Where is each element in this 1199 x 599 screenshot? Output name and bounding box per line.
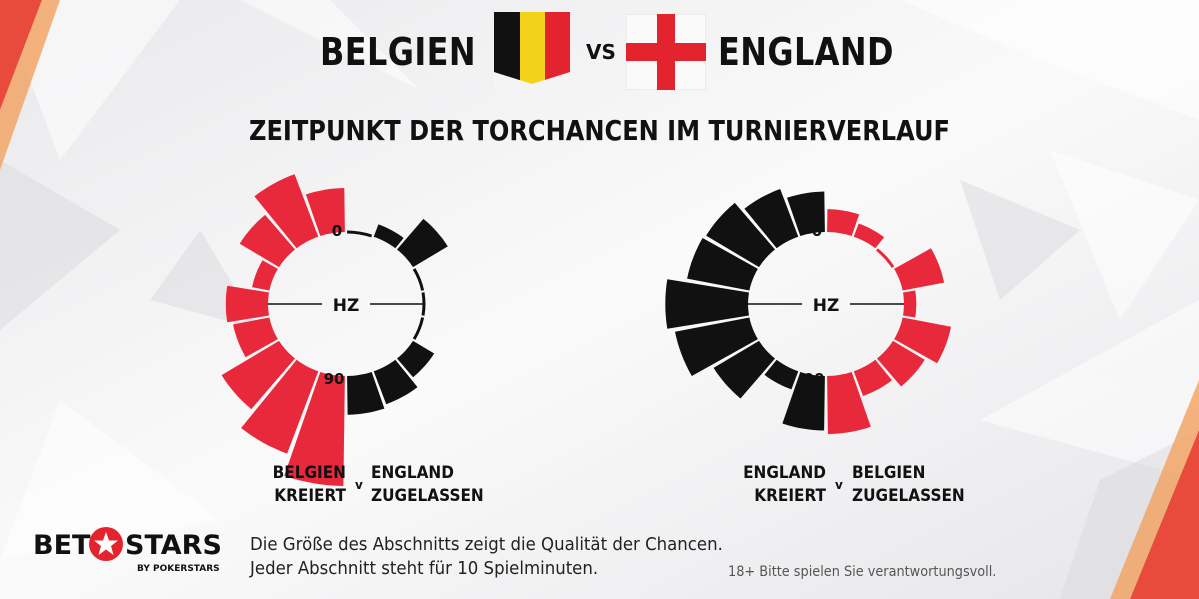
legend-right-line2: ZUGELASSEN xyxy=(852,486,965,506)
segment-right-6 xyxy=(397,340,435,378)
segment-left-8 xyxy=(284,372,345,486)
logo-stars-text: STARS xyxy=(125,530,222,561)
legend-left-line1: ENGLAND xyxy=(743,463,826,483)
responsible-gaming-disclaimer: 18+ Bitte spielen Sie verantwortungsvoll… xyxy=(728,564,997,580)
segment-empty-right-0 xyxy=(347,230,373,238)
segment-right-8 xyxy=(347,372,385,415)
segment-empty-right-4 xyxy=(421,292,426,316)
legend-left-chart2: ENGLAND KREIERT xyxy=(691,462,826,508)
segment-right-0 xyxy=(827,209,860,236)
england-flag-icon xyxy=(626,14,706,90)
segment-right-3 xyxy=(894,248,945,291)
legend-right-chart1: ENGLAND ZUGELASSEN xyxy=(371,462,484,508)
segment-right-4 xyxy=(903,290,917,318)
end-label: 90 xyxy=(804,370,825,388)
segment-right-8 xyxy=(827,372,871,435)
start-label: 0 xyxy=(332,222,342,240)
segment-empty-right-2 xyxy=(876,248,895,268)
segment-empty-right-5 xyxy=(412,317,425,340)
betstars-logo: BET STARS BY POKERSTARS xyxy=(33,527,233,580)
segment-left-1 xyxy=(254,174,319,249)
legend-v-chart2: v xyxy=(835,478,843,492)
segment-left-8 xyxy=(782,372,825,431)
segment-left-0 xyxy=(305,188,345,236)
legend-left-line1: BELGIEN xyxy=(272,463,346,483)
page-subtitle: ZEITPUNKT DER TORCHANCEN IM TURNIERVERLA… xyxy=(248,114,950,147)
segment-left-6 xyxy=(221,340,295,410)
segment-left-2 xyxy=(706,202,775,268)
segment-empty-right-3 xyxy=(412,268,425,291)
footnote: Die Größe des Abschnitts zeigt die Quali… xyxy=(250,533,723,581)
legend-right-line1: ENGLAND xyxy=(371,463,454,483)
start-label: 0 xyxy=(812,222,822,240)
radial-chart-belgium: HZ 0 90 xyxy=(221,174,448,486)
segment-right-5 xyxy=(894,317,951,364)
legend-left-line2: KREIERT xyxy=(274,486,346,506)
segment-right-1 xyxy=(373,224,404,249)
segment-left-7 xyxy=(241,359,319,454)
segment-left-3 xyxy=(687,238,758,291)
segment-left-1 xyxy=(744,189,799,249)
footnote-line1: Die Größe des Abschnitts zeigt die Quali… xyxy=(250,534,723,555)
segment-left-0 xyxy=(787,191,825,236)
segment-right-2 xyxy=(397,218,448,268)
star-icon xyxy=(89,527,123,561)
logo-subtitle: BY POKERSTARS xyxy=(137,564,220,574)
segment-right-1 xyxy=(853,223,885,249)
segment-left-5 xyxy=(233,317,278,358)
logo-bet-text: BET xyxy=(33,530,91,561)
center-label: HZ xyxy=(333,296,360,316)
segment-right-7 xyxy=(373,359,418,405)
end-label: 90 xyxy=(324,370,345,388)
segment-left-2 xyxy=(239,214,295,268)
belgium-flag-icon xyxy=(494,12,570,92)
legend-left-line2: KREIERT xyxy=(754,486,826,506)
segment-left-5 xyxy=(675,317,758,376)
center-label: HZ xyxy=(813,296,840,316)
segment-right-6 xyxy=(877,340,925,387)
legend-right-chart2: BELGIEN ZUGELASSEN xyxy=(852,462,965,508)
segment-left-3 xyxy=(252,260,278,291)
legend-left-chart1: BELGIEN KREIERT xyxy=(211,462,346,508)
team-right-title: ENGLAND xyxy=(718,30,894,74)
segment-left-7 xyxy=(764,359,799,390)
segment-right-7 xyxy=(853,359,892,396)
radial-chart-england: HZ 0 90 xyxy=(665,189,951,435)
team-left-title: BELGIEN xyxy=(320,30,477,74)
segment-left-4 xyxy=(225,285,269,323)
segment-left-6 xyxy=(713,340,775,399)
segment-left-4 xyxy=(665,279,749,329)
legend-v-chart1: v xyxy=(355,478,363,492)
legend-right-line1: BELGIEN xyxy=(852,463,926,483)
legend-right-line2: ZUGELASSEN xyxy=(371,486,484,506)
vs-label: VS xyxy=(586,40,616,64)
footnote-line2: Jeder Abschnitt steht für 10 Spielminute… xyxy=(250,558,599,579)
